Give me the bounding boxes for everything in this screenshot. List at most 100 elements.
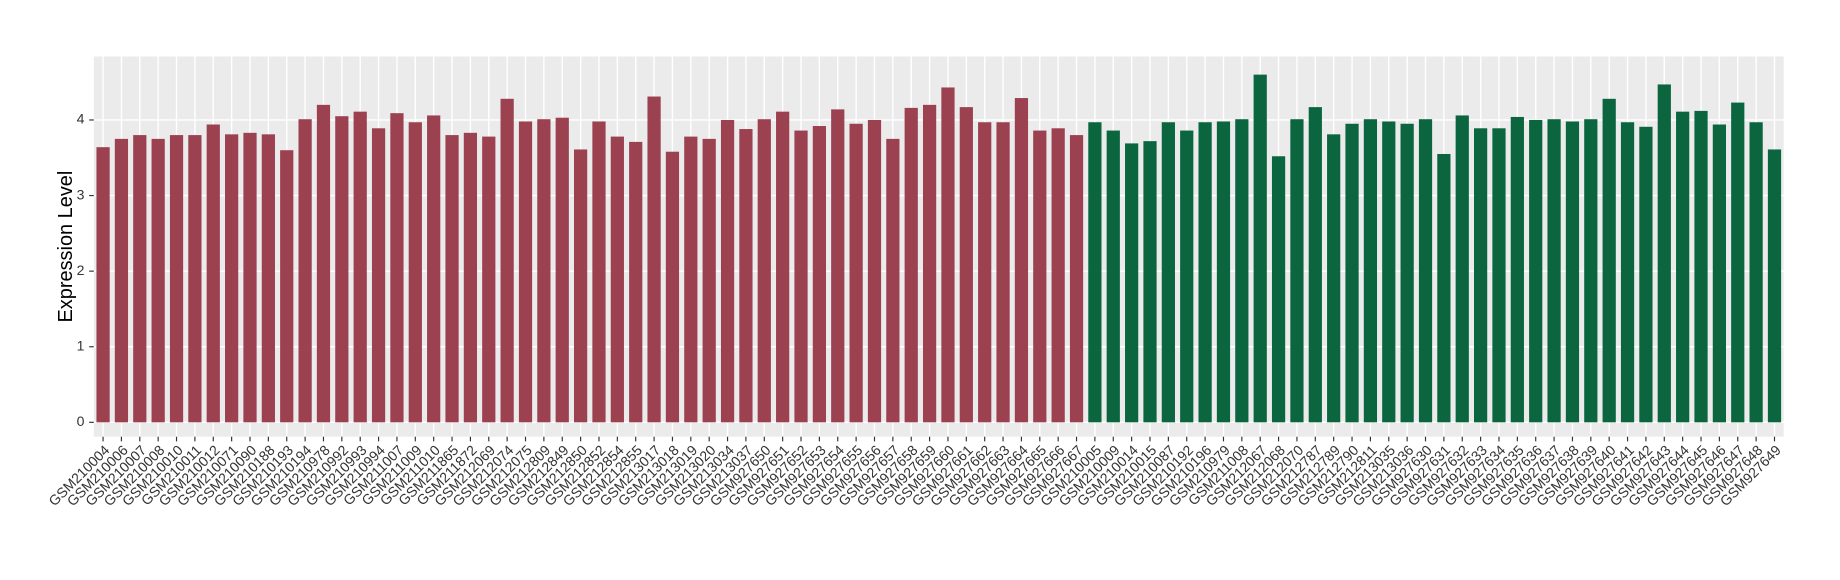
- bar: [886, 138, 900, 423]
- bar: [1198, 122, 1212, 423]
- bar: [1345, 123, 1359, 423]
- bar: [206, 124, 220, 423]
- bar: [1767, 149, 1782, 423]
- bar: [904, 107, 918, 423]
- bar: [922, 104, 937, 423]
- bar: [867, 119, 882, 423]
- bar: [151, 138, 165, 423]
- bar: [794, 130, 808, 423]
- y-axis-title: Expression Level: [55, 171, 77, 323]
- bar: [959, 107, 973, 423]
- bar: [629, 141, 643, 423]
- bar: [261, 134, 275, 423]
- bar: [114, 138, 129, 423]
- bar: [243, 132, 257, 423]
- bar: [1602, 98, 1616, 423]
- bar: [445, 135, 459, 423]
- bar: [1088, 122, 1102, 423]
- bar: [1584, 119, 1598, 423]
- bar: [757, 119, 771, 423]
- bar: [1547, 119, 1561, 423]
- bar: [1492, 128, 1506, 423]
- y-tick-label: 2: [77, 262, 85, 278]
- bar: [1235, 119, 1249, 423]
- bar: [96, 147, 110, 423]
- bar: [1676, 111, 1690, 423]
- bar: [500, 98, 514, 423]
- bar: [1620, 122, 1635, 423]
- bar: [280, 150, 294, 423]
- bar: [1125, 143, 1139, 423]
- bar: [390, 113, 404, 423]
- bar: [1400, 123, 1414, 423]
- bar: [1455, 115, 1469, 423]
- bar: [702, 138, 716, 423]
- bar: [684, 136, 698, 423]
- bar: [1731, 102, 1745, 423]
- bar: [1437, 153, 1451, 423]
- bar: [1382, 121, 1396, 423]
- bar: [1161, 122, 1175, 423]
- bar: [316, 104, 331, 423]
- bar: [1051, 128, 1065, 423]
- bar: [610, 136, 624, 423]
- bar: [592, 121, 606, 423]
- bar: [1565, 121, 1580, 423]
- bar: [1216, 121, 1231, 423]
- bar: [978, 122, 992, 423]
- bar: [831, 109, 845, 423]
- bar: [463, 132, 478, 423]
- bar: [408, 122, 422, 423]
- bar: [1271, 156, 1286, 423]
- bar: [1290, 119, 1304, 423]
- bar: [996, 122, 1010, 423]
- bar: [1106, 130, 1120, 423]
- y-tick-label: 4: [77, 111, 85, 127]
- bar: [555, 117, 569, 423]
- bar: [133, 135, 147, 423]
- bar: [776, 111, 790, 423]
- bar: [720, 119, 735, 423]
- y-tick-label: 1: [77, 337, 85, 353]
- bar: [1712, 124, 1726, 423]
- bar: [427, 115, 441, 423]
- bar: [1529, 119, 1543, 423]
- bar: [1694, 110, 1708, 423]
- bar: [371, 128, 386, 423]
- bar: [537, 119, 551, 423]
- bar: [1014, 98, 1029, 423]
- bar: [849, 123, 863, 423]
- bar: [1143, 141, 1157, 423]
- bar: [518, 121, 533, 423]
- bar: [1180, 130, 1194, 423]
- bar: [1308, 107, 1322, 423]
- bar: [574, 149, 588, 423]
- bar: [1253, 74, 1267, 423]
- bar: [1327, 134, 1341, 423]
- bar: [941, 87, 955, 423]
- bar: [1749, 122, 1763, 423]
- y-tick-label: 3: [77, 186, 85, 202]
- bar: [298, 119, 312, 423]
- y-tick-label: 0: [77, 413, 85, 429]
- bar: [1033, 130, 1047, 423]
- bar: [353, 111, 367, 423]
- bar: [1639, 126, 1653, 423]
- bar: [647, 96, 661, 423]
- bar: [188, 135, 202, 423]
- bar: [1363, 119, 1378, 423]
- bar: [1510, 116, 1524, 423]
- bar: [225, 134, 239, 423]
- bar: [1474, 128, 1488, 423]
- bar: [169, 135, 184, 423]
- bar: [812, 126, 827, 423]
- bar: [1069, 135, 1084, 423]
- bar: [1418, 119, 1433, 423]
- bar: [1657, 84, 1671, 423]
- bar: [665, 151, 680, 423]
- bar: [482, 136, 496, 423]
- bar: [739, 129, 753, 423]
- bar: [335, 116, 349, 423]
